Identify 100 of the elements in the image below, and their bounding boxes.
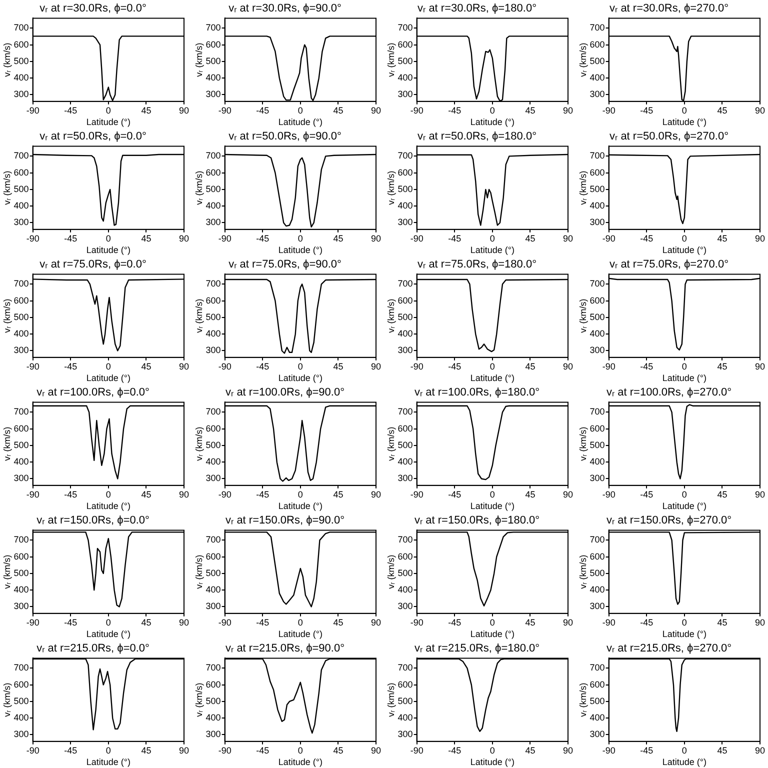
x-tick-label: 45 (141, 617, 152, 628)
x-tick-label: -45 (640, 617, 654, 628)
chart-title: vᵣ at r=215.0Rs, ϕ=0.0° (36, 642, 150, 655)
x-tick-label: 0 (490, 617, 495, 628)
y-tick-label: 600 (14, 167, 29, 178)
x-tick-label: 45 (141, 745, 152, 756)
y-tick-label: 500 (14, 56, 29, 66)
y-axis-title: vᵣ (km/s) (2, 170, 12, 205)
x-tick-label: -45 (256, 233, 270, 244)
x-tick-label: -45 (256, 617, 270, 628)
x-tick-label: -45 (448, 489, 462, 500)
x-tick-label: 90 (562, 617, 574, 628)
y-axis-title: vᵣ (km/s) (386, 426, 396, 461)
y-tick-label: 500 (206, 568, 221, 578)
x-axis-title: Latitude (°) (470, 117, 514, 128)
x-tick-label: 0 (298, 745, 303, 756)
x-tick-label: 0 (106, 233, 111, 244)
y-tick-label: 600 (398, 423, 413, 434)
y-tick-label: 700 (398, 534, 413, 545)
x-tick-label: 0 (490, 233, 495, 244)
x-tick-label: 90 (178, 361, 190, 372)
x-axis-title: Latitude (°) (470, 629, 514, 640)
y-tick-label: 400 (590, 584, 605, 595)
x-tick-label: 45 (141, 105, 152, 116)
y-tick-label: 300 (206, 89, 221, 100)
x-tick-label: 90 (754, 745, 766, 756)
y-tick-label: 700 (206, 662, 221, 673)
x-tick-label: -45 (64, 617, 78, 628)
y-axis-title: vᵣ (km/s) (386, 298, 396, 333)
y-axis-title: vᵣ (km/s) (578, 170, 588, 205)
x-tick-label: 0 (106, 105, 111, 116)
chart-title: vᵣ at r=30.0Rs, ϕ=90.0° (228, 2, 342, 15)
x-tick-label: 45 (717, 105, 728, 116)
x-tick-label: -90 (26, 489, 40, 500)
x-tick-label: -45 (256, 105, 270, 116)
x-tick-label: 90 (178, 617, 190, 628)
y-tick-label: 300 (14, 729, 29, 740)
x-tick-label: -45 (640, 745, 654, 756)
y-tick-label: 600 (206, 423, 221, 434)
y-axis-title: vᵣ (km/s) (2, 298, 12, 333)
y-tick-label: 700 (590, 662, 605, 673)
x-tick-label: 0 (490, 361, 495, 372)
chart-title: vᵣ at r=150.0Rs, ϕ=270.0° (606, 514, 732, 527)
y-tick-label: 400 (590, 328, 605, 339)
y-tick-label: 300 (398, 345, 413, 356)
x-tick-label: -90 (218, 745, 232, 756)
x-tick-label: -90 (602, 745, 616, 756)
x-tick-label: 45 (717, 489, 728, 500)
y-tick-label: 400 (14, 456, 29, 467)
x-axis-title: Latitude (°) (662, 373, 706, 384)
y-tick-label: 300 (206, 729, 221, 740)
x-tick-label: -90 (26, 361, 40, 372)
y-tick-label: 700 (206, 278, 221, 289)
x-axis-title: Latitude (°) (86, 629, 130, 640)
x-axis-title: Latitude (°) (86, 373, 130, 384)
x-axis-title: Latitude (°) (470, 373, 514, 384)
chart-title: vᵣ at r=30.0Rs, ϕ=180.0° (418, 2, 536, 15)
x-tick-label: 45 (717, 233, 728, 244)
x-axis-title: Latitude (°) (86, 245, 130, 256)
y-tick-label: 700 (398, 278, 413, 289)
y-tick-label: 400 (590, 200, 605, 211)
x-tick-label: -90 (218, 361, 232, 372)
chart-title: vᵣ at r=100.0Rs, ϕ=270.0° (606, 386, 732, 399)
y-tick-label: 300 (590, 217, 605, 228)
x-axis-title: Latitude (°) (86, 117, 130, 128)
y-tick-label: 500 (398, 56, 413, 66)
y-tick-label: 600 (398, 295, 413, 306)
y-axis-title: vᵣ (km/s) (2, 42, 12, 77)
chart-title: vᵣ at r=50.0Rs, ϕ=270.0° (610, 130, 728, 143)
y-tick-label: 600 (590, 551, 605, 562)
y-tick-label: 400 (590, 712, 605, 723)
x-tick-label: 90 (370, 745, 382, 756)
y-tick-label: 300 (206, 601, 221, 612)
x-tick-label: 0 (682, 105, 687, 116)
y-tick-label: 600 (590, 167, 605, 178)
x-tick-label: -45 (640, 233, 654, 244)
y-axis-title: vᵣ (km/s) (194, 682, 204, 717)
y-tick-label: 500 (590, 696, 605, 706)
x-tick-label: 90 (562, 745, 574, 756)
y-tick-label: 700 (398, 150, 413, 161)
x-tick-label: 90 (754, 361, 766, 372)
x-axis-title: Latitude (°) (662, 757, 706, 768)
x-tick-label: 0 (682, 233, 687, 244)
y-tick-label: 700 (398, 662, 413, 673)
x-tick-label: 0 (298, 617, 303, 628)
y-axis-title: vᵣ (km/s) (578, 298, 588, 333)
y-tick-label: 600 (398, 679, 413, 690)
x-axis-title: Latitude (°) (470, 501, 514, 512)
y-tick-label: 500 (398, 568, 413, 578)
y-tick-label: 500 (590, 56, 605, 66)
chart-title: vᵣ at r=150.0Rs, ϕ=0.0° (36, 514, 150, 527)
x-tick-label: -45 (640, 361, 654, 372)
y-tick-label: 600 (14, 679, 29, 690)
y-tick-label: 500 (206, 56, 221, 66)
y-tick-label: 500 (590, 312, 605, 322)
y-tick-label: 400 (398, 200, 413, 211)
x-tick-label: -90 (26, 105, 40, 116)
x-tick-label: 45 (525, 489, 536, 500)
y-axis-title: vᵣ (km/s) (578, 554, 588, 589)
y-tick-label: 700 (206, 406, 221, 417)
